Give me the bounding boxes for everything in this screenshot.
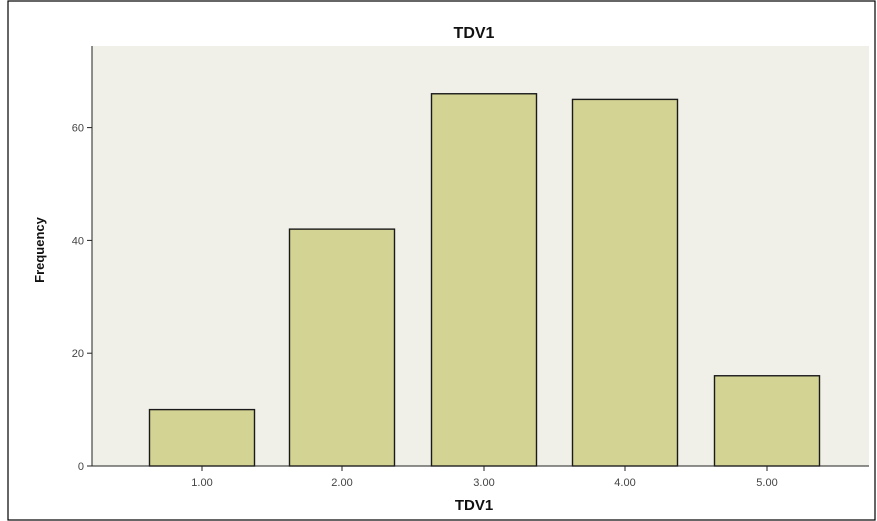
x-tick-label: 5.00 (756, 477, 777, 489)
x-axis-title: TDV1 (455, 497, 493, 514)
chart-title: TDV1 (454, 25, 495, 42)
bar-4.00 (571, 98, 679, 467)
y-tick-label: 60 (72, 123, 84, 135)
y-axis-title: Frequency (32, 216, 47, 283)
x-tick-label: 1.00 (191, 477, 212, 489)
x-tick-label: 4.00 (614, 477, 635, 489)
y-tick-label: 20 (72, 348, 84, 360)
bar-5.00 (713, 375, 821, 467)
bars-layer (148, 93, 821, 467)
bar-2.00 (288, 228, 396, 467)
y-tick-label: 0 (78, 461, 84, 473)
y-tick-label: 40 (72, 235, 84, 247)
bar-1.00 (148, 408, 256, 467)
y-ticks-layer: 0 20 40 60 (72, 123, 92, 473)
x-ticks-layer: 1.00 2.00 3.00 4.00 5.00 (191, 466, 778, 489)
bar-3.00 (430, 93, 538, 467)
x-tick-label: 2.00 (331, 477, 352, 489)
x-tick-label: 3.00 (473, 477, 494, 489)
chart-border (7, 0, 876, 521)
